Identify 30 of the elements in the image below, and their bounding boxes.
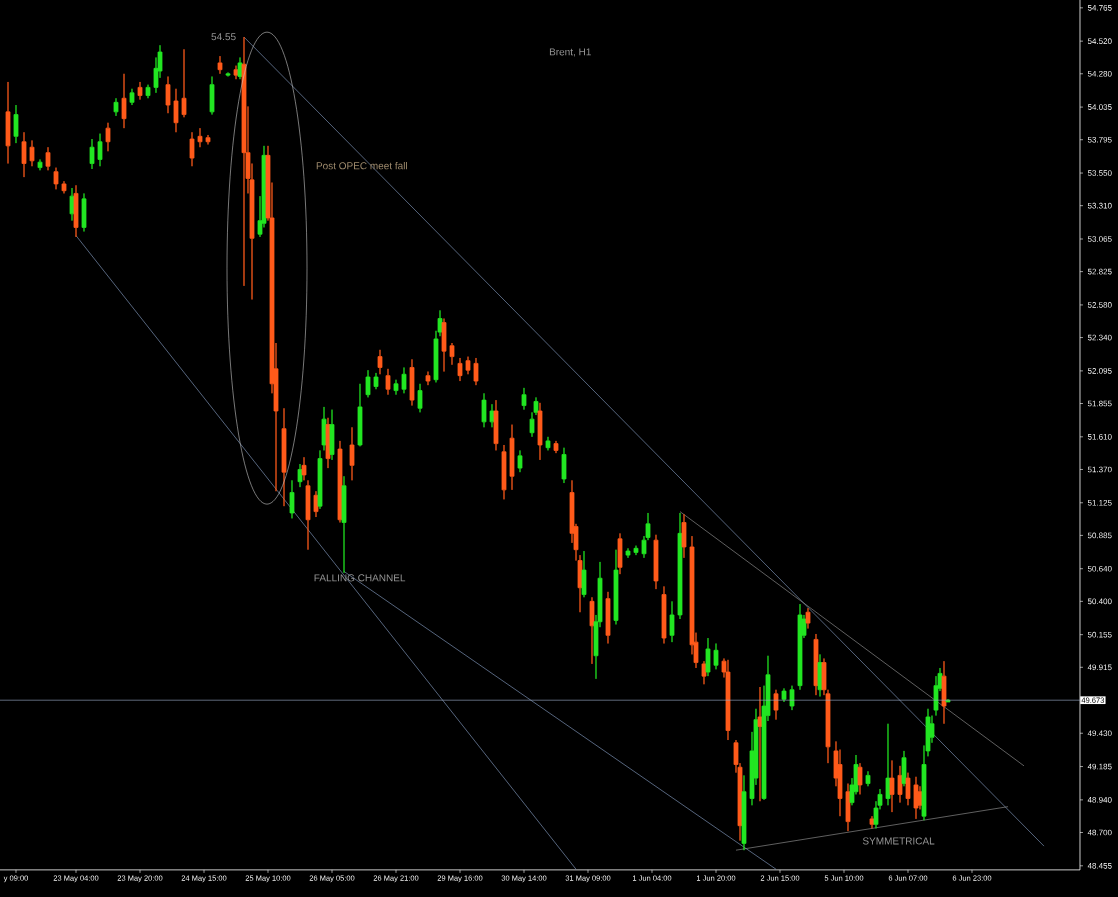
annotation: 54.55 [211,33,236,41]
y-tick-label: 48.940 [1087,797,1112,803]
y-tick-label: 52.340 [1087,334,1112,341]
y-tick-label: 51.610 [1087,433,1112,440]
y-tick-label: 52.825 [1087,268,1112,275]
y-tick-label: 49.185 [1087,763,1112,770]
y-tick-label: 54.035 [1087,104,1112,110]
annotation: SYMMETRICAL [862,837,935,845]
y-tick-label: 48.455 [1087,862,1112,869]
y-tick-label: 48.700 [1087,829,1112,836]
y-tick-label: 52.095 [1087,368,1112,374]
y-tick-label: 53.310 [1087,202,1112,209]
y-tick-label: 49.430 [1087,730,1112,737]
y-tick-label: 50.400 [1087,598,1112,605]
y-tick-label: 49.915 [1087,664,1112,671]
y-tick-label: 50.885 [1087,532,1112,539]
y-tick-label: 54.520 [1087,38,1112,44]
y-tick-label: 51.370 [1087,466,1112,473]
y-tick-label: 53.550 [1087,170,1112,176]
y-tick-label: 51.855 [1087,400,1112,407]
y-tick-label: 53.065 [1087,236,1112,242]
y-tick-label: 50.155 [1087,631,1112,638]
text: Brent, H1 [549,48,591,57]
y-tick-label: 52.580 [1087,302,1112,308]
y-tick-label: 53.795 [1087,136,1112,143]
y-tick-label: 50.640 [1087,565,1112,572]
annotation: Post OPEC meet fall [316,161,407,170]
y-tick-label: 54.280 [1087,70,1112,77]
y-tick-label: 51.125 [1087,499,1112,506]
y-tick-label: 54.765 [1087,5,1112,11]
